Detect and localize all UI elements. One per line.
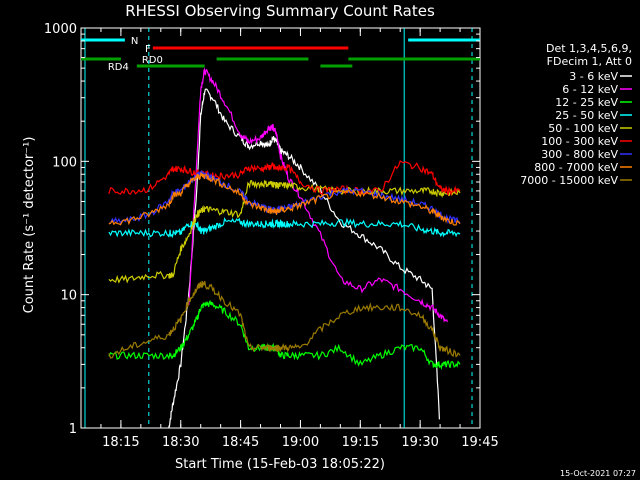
series-line-0 — [168, 88, 440, 429]
legend-label: 300 - 800 keV — [541, 148, 618, 161]
legend-label: 6 - 12 keV — [562, 83, 618, 96]
flag-label-rd4: RD4 — [108, 62, 129, 73]
y-tick-label: 100 — [52, 155, 77, 170]
y-tick-label: 10 — [60, 289, 77, 304]
series-line-1 — [188, 67, 448, 323]
chart-title: RHESSI Observing Summary Count Rates — [125, 2, 435, 20]
x-tick-label: 18:15 — [102, 435, 139, 450]
x-axis-label: Start Time (15-Feb-03 18:05:22) — [175, 457, 385, 472]
legend-header: Det 1,3,4,5,6,9, — [546, 42, 632, 55]
x-tick-label: 19:00 — [282, 435, 319, 450]
x-tick-label: 19:45 — [461, 435, 498, 450]
legend-label: 800 - 7000 keV — [534, 161, 618, 174]
x-tick-label: 18:30 — [162, 435, 199, 450]
legend-header: FDecim 1, Att 0 — [547, 55, 632, 68]
x-tick-label: 18:45 — [222, 435, 259, 450]
legend-label: 50 - 100 keV — [548, 122, 618, 135]
series-line-4 — [108, 179, 461, 284]
flag-label-rd0: RD0 — [142, 55, 163, 66]
series-line-2 — [108, 299, 461, 371]
time-markers — [84, 28, 473, 428]
axes: 18:15 18:30 18:45 19:00 19:15 19:30 19:45 1 10 10… — [44, 22, 499, 450]
timestamp: 15-Oct-2021 07:27 — [560, 469, 636, 478]
legend-label: 7000 - 15000 keV — [520, 174, 618, 187]
series-line-5 — [108, 160, 461, 197]
x-tick-label: 19:15 — [342, 435, 379, 450]
legend-label: 3 - 6 keV — [569, 70, 618, 83]
flag-label-n: N — [131, 36, 138, 47]
legend-label: 100 - 300 keV — [541, 135, 618, 148]
series-line-7 — [108, 172, 461, 226]
y-tick-label: 1000 — [44, 22, 77, 37]
flag-label-f: F — [145, 44, 151, 55]
series-lines — [108, 67, 461, 429]
series-line-3 — [108, 217, 461, 239]
y-axis-label: Count Rate (s⁻¹ detector⁻¹) — [22, 137, 37, 314]
legend-label: 25 - 50 keV — [555, 109, 618, 122]
series-line-6 — [108, 170, 461, 225]
legend-label: 12 - 25 keV — [555, 96, 618, 109]
legend: Det 1,3,4,5,6,9,FDecim 1, Att 0 3 - 6 keV… — [520, 42, 632, 187]
x-tick-label: 19:30 — [401, 435, 438, 450]
series-line-8 — [108, 280, 461, 359]
y-tick-label: 1 — [69, 422, 77, 437]
